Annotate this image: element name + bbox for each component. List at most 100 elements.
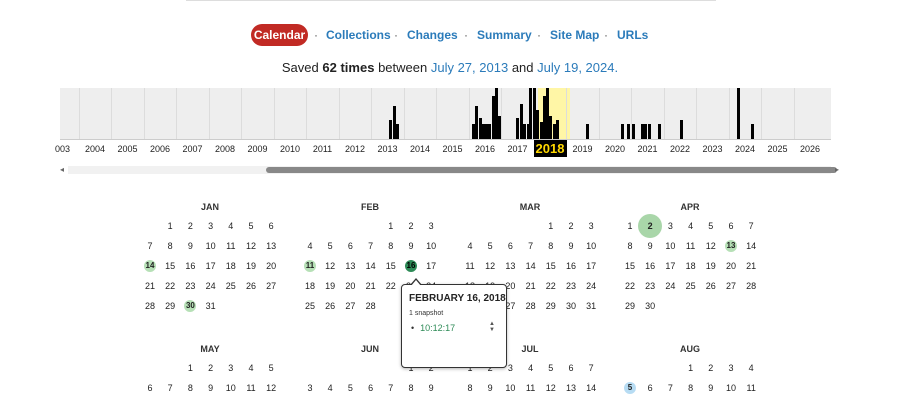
year-divider [273,88,275,140]
day-cell: 7 [368,241,374,251]
day-cell: 7 [667,383,673,393]
day-cell: 22 [165,281,176,291]
day-cell: 13 [266,241,277,251]
summary-and: and [511,60,534,75]
scroll-thumb[interactable] [266,167,837,173]
year-label[interactable]: 2021 [637,144,658,154]
year-label[interactable]: 2020 [604,144,626,154]
year-label[interactable]: 2008 [214,144,236,154]
popup-spinner[interactable]: ▲ ▼ [489,321,495,333]
day-cell[interactable]: 11 [304,260,316,272]
day-cell: 3 [588,221,594,231]
nav-separator: · [537,28,541,42]
nav-site-map[interactable]: Site Map [550,28,600,42]
capture-bar [393,106,396,140]
day-cell: 13 [345,261,356,271]
day-cell: 22 [385,281,396,291]
capture-bar [546,88,549,140]
year-divider [338,88,340,140]
year-label[interactable]: 2006 [149,144,171,154]
year-label[interactable]: 2017 [507,144,528,154]
day-cell: 14 [746,241,757,251]
day-cell: 4 [327,383,333,393]
day-cell: 20 [505,281,516,291]
day-cell: 7 [748,221,754,231]
year-label[interactable]: 2005 [117,144,138,154]
year-label[interactable]: 2022 [669,144,691,154]
year-label[interactable]: 2004 [84,144,106,154]
first-capture-link[interactable]: July 27, 2013 [430,60,509,75]
year-label[interactable]: 003 [54,144,71,154]
day-cell: 12 [485,261,496,271]
day-cell: 26 [705,281,716,291]
capture-bar [495,88,498,140]
spinner-down-icon[interactable]: ▼ [489,327,495,333]
nav-calendar[interactable]: Calendar [251,24,308,46]
scroll-left-icon[interactable]: ◂ [60,165,65,174]
year-label[interactable]: 2014 [409,144,431,154]
year-label[interactable]: 2015 [442,144,463,154]
day-cell: 17 [426,261,437,271]
capture-count: 62 times [322,60,375,75]
day-cell: 30 [565,301,576,311]
year-divider [176,88,177,140]
day-cell: 2 [487,363,493,373]
year-label[interactable]: 2016 [474,144,496,154]
day-cell: 24 [665,281,676,291]
year-label[interactable]: 2025 [767,144,788,154]
year-label[interactable]: 2010 [279,144,301,154]
year-label[interactable]: 2026 [799,144,821,154]
day-cell: 9 [408,241,414,251]
day-cell[interactable]: 5 [624,382,636,394]
day-cell: 29 [624,301,635,311]
nav-collections[interactable]: Collections [326,28,391,42]
day-cell: 16 [565,261,576,271]
day-cell: 27 [345,301,356,311]
day-cell: 5 [548,363,554,373]
day-cell: 5 [268,363,274,373]
year-divider [208,88,210,140]
year-label[interactable]: 2011 [312,144,333,154]
scroll-right-icon[interactable]: ▸ [834,165,839,174]
day-cell: 13 [565,383,576,393]
histogram-baseline [60,139,831,140]
capture-histogram[interactable] [60,88,831,140]
year-label[interactable]: 2012 [344,144,366,154]
day-cell: 10 [505,383,516,393]
scroll-track[interactable] [68,166,837,174]
year-label[interactable]: 2007 [182,144,203,154]
nav-summary[interactable]: Summary [477,28,532,42]
day-cell: 10 [586,241,597,251]
year-label[interactable]: 2023 [702,144,723,154]
day-cell: 28 [746,281,757,291]
day-cell: 8 [627,241,633,251]
year-label[interactable]: 2024 [734,144,756,154]
snapshot-time[interactable]: 10:12:17 [420,323,456,333]
last-capture-link[interactable]: July 19, 2024. [537,60,619,75]
popup-snapshot-count: 1 snapshot [409,310,444,317]
day-cell[interactable]: 2 [638,214,663,238]
year-label[interactable]: 2009 [247,144,268,154]
day-cell[interactable]: 13 [725,240,737,252]
spinner-up-icon[interactable]: ▲ [489,321,495,327]
day-cell[interactable]: 14 [144,260,156,272]
capture-bar [648,124,651,140]
snapshot-popup: FEBRUARY 16, 2018 1 snapshot • 10:12:17 ▲… [401,278,507,368]
day-cell: 21 [746,261,757,271]
year-label[interactable]: 2018 [533,140,567,157]
day-cell: 1 [548,221,554,231]
day-cell[interactable]: 16 [405,260,417,272]
month-title: JAN [200,202,219,212]
nav-changes[interactable]: Changes [407,28,458,42]
year-label[interactable]: 2019 [572,144,593,154]
snapshot-time-link[interactable]: • 10:12:17 [411,323,455,333]
day-cell: 17 [586,261,597,271]
nav-separator: · [604,28,608,42]
day-cell[interactable]: 30 [184,300,197,312]
day-cell: 7 [147,241,153,251]
nav-urls[interactable]: URLs [617,28,649,42]
nav-separator: · [394,28,398,42]
year-label[interactable]: 2013 [377,144,398,154]
timeline-scrollbar[interactable]: ◂ ▸ [60,165,839,174]
day-cell: 17 [665,261,676,271]
